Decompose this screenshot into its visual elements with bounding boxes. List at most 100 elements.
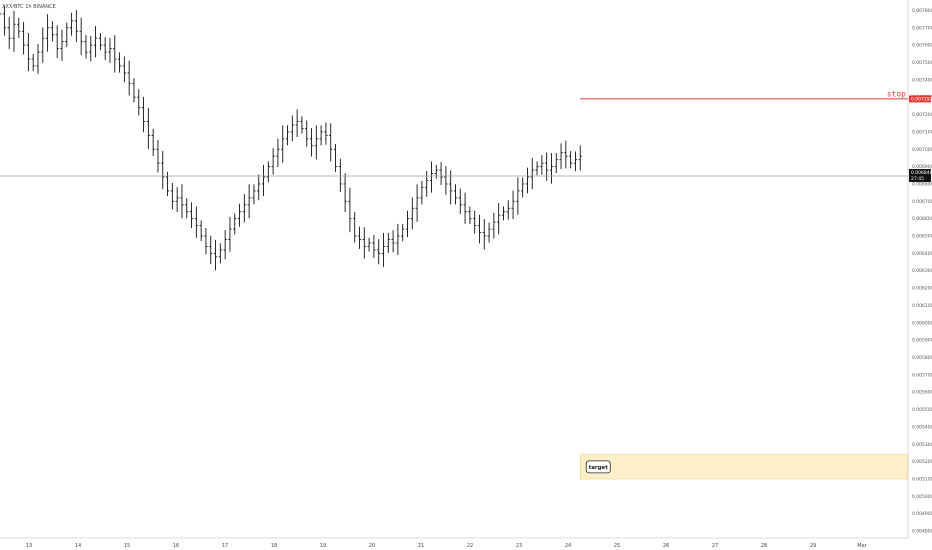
y-tick-label: 0.006500 [912,234,932,240]
ohlc-bar [506,200,510,220]
ohlc-bar [482,219,486,250]
ohlc-bar [242,194,246,223]
ohlc-bar [204,228,208,255]
x-tick-label: 21 [418,543,424,549]
y-tick-label: 0.006900 [912,164,932,170]
ohlc-bar [36,44,40,74]
ohlc-bar [415,184,419,222]
ohlc-bar [396,223,400,256]
ohlc-bar [266,161,270,183]
y-tick-label: 0.006800 [912,181,932,187]
ohlc-bar [353,212,357,243]
stop-line[interactable]: stop [580,89,908,100]
ohlc-bar [362,227,366,259]
ohlc-bar [252,184,256,205]
y-tick-label: 0.007200 [912,112,932,118]
y-tick-label: 0.006300 [912,268,932,274]
current-price-badge [909,168,931,182]
y-tick-label: 0.005400 [912,424,932,430]
y-tick-label: 0.006600 [912,216,932,222]
ohlc-bar [569,150,573,169]
y-tick-label: 0.005900 [912,338,932,344]
ohlc-bar [237,203,242,227]
x-tick-label: 14 [75,543,81,549]
y-tick-label: 0.005200 [912,459,932,465]
ohlc-bar [175,187,179,213]
target-label: target [589,465,609,471]
ohlc-bar [209,235,213,265]
ohlc-bar [79,17,83,56]
ohlc-bar [367,237,371,252]
symbol-title: XXX/BTC 1h BINANCE [2,4,56,10]
ohlc-bar [12,10,16,52]
ohlc-bar [554,153,558,174]
ohlc-bar [21,21,26,55]
ohlc-bar [348,187,352,233]
ohlc-bar [468,206,472,224]
ohlc-bar [156,139,160,173]
ohlc-bar [127,60,131,96]
ohlc-bar [0,8,2,20]
y-tick-label: 0.007500 [912,60,932,66]
ohlc-bar [525,167,530,194]
x-tick-label: 26 [663,543,669,549]
ohlc-bar [146,107,150,149]
ohlc-bar [401,223,405,242]
ohlc-bar [151,128,155,156]
y-tick-label: 0.007700 [912,25,932,31]
ohlc-bar [170,182,174,210]
ohlc-bar [338,158,342,192]
ohlc-bar [31,53,35,72]
time-axis[interactable]: 13 14 15 16 17 18 19 20 21 22 23 24 25 26 27 28 29 Mar [26,543,868,549]
x-tick-label: 22 [467,543,473,549]
ohlc-bar [26,32,30,72]
ohlc-bar [453,184,458,205]
y-tick-label: 0.005100 [912,476,932,482]
ohlc-bar [103,37,107,61]
ohlc-bar [521,177,525,198]
stop-label: stop [887,89,906,98]
ohlc-bar [180,184,184,219]
ohlc-bar [309,128,314,157]
ohlc-bar [329,123,333,162]
ohlc-bar [55,25,59,58]
ohlc-bar [189,202,194,229]
ohlc-bar [233,213,237,235]
ohlc-bar [511,190,515,220]
ohlc-bar [381,232,386,267]
ohlc-bar [69,12,74,36]
x-tick-label: 20 [369,543,375,549]
ohlc-bar [314,125,318,160]
y-tick-label: 0.005800 [912,355,932,361]
ohlc-bar [213,239,218,271]
ohlc-bar [228,216,232,252]
ohlc-bar [247,184,251,219]
y-tick-label: 0.007100 [912,129,932,135]
ohlc-bar [199,220,203,242]
ohlc-bar [132,78,136,103]
ohlc-bar [295,109,299,138]
y-tick-label: 0.005300 [912,442,932,448]
ohlc-bar [386,232,390,254]
x-tick-label: 17 [222,543,228,549]
ohlc-bar [7,17,11,49]
ohlc-bar [357,226,362,249]
ohlc-bar [492,212,496,239]
ohlc-bar [65,22,69,47]
x-tick-label: 19 [320,543,326,549]
ohlc-bar [257,174,261,201]
ohlc-bar [60,29,64,61]
y-tick-label: 0.005700 [912,372,932,378]
x-tick-label: 29 [810,543,816,549]
target-zone[interactable]: target [579,454,909,480]
stop-price-badge-label: 0.007292 [911,97,932,103]
ohlc-bar [141,96,146,133]
y-tick-label: 0.005600 [912,390,932,396]
price-bars [0,5,582,271]
ohlc-bar [113,35,117,73]
target-rectangle[interactable] [579,454,909,480]
ohlc-bar [2,5,6,36]
ohlc-bar [391,230,395,253]
